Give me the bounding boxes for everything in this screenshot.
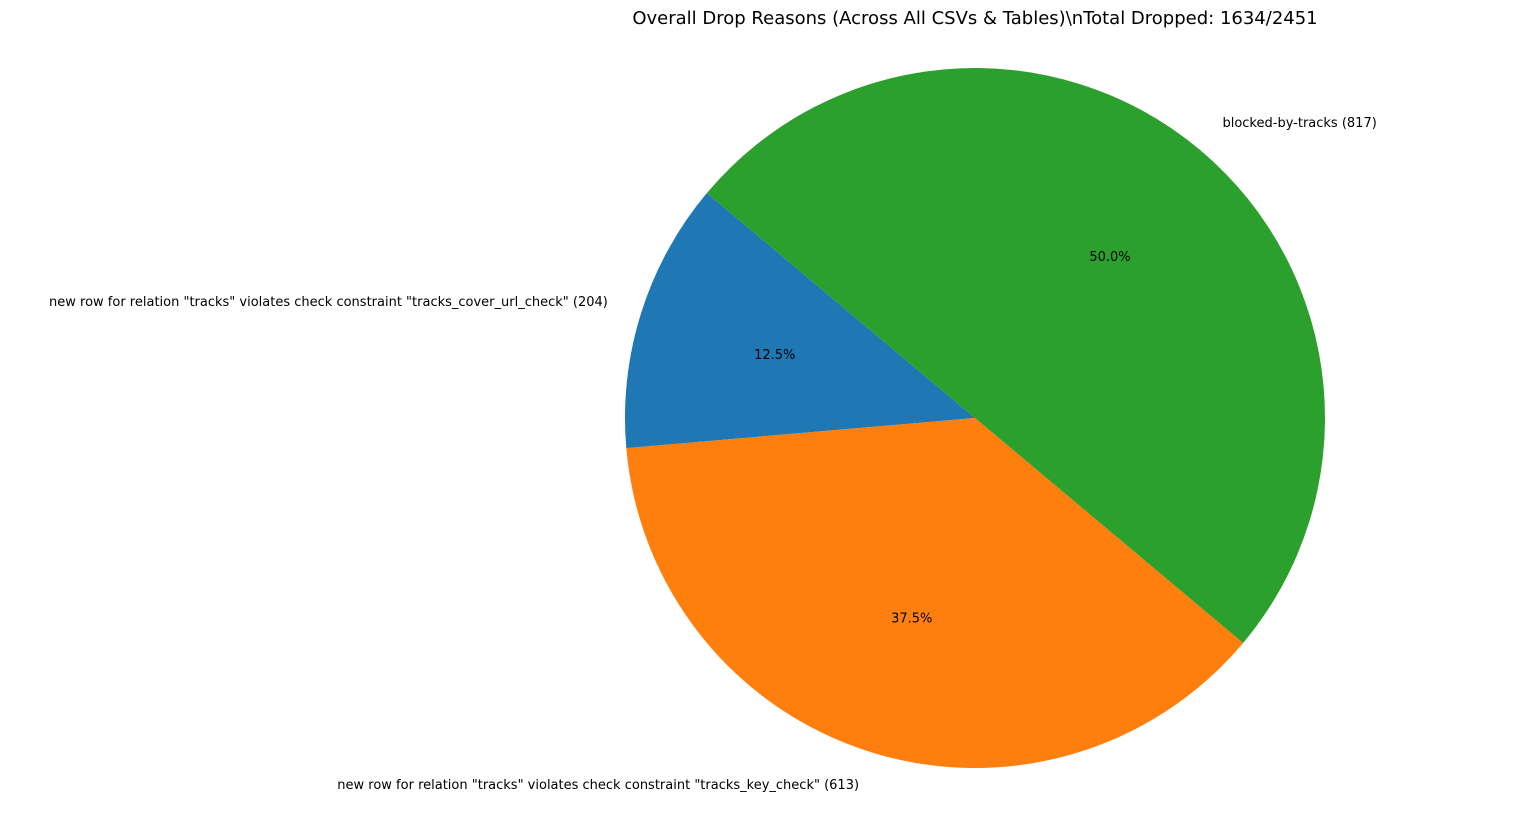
percent-label-2: 50.0% bbox=[1089, 250, 1130, 265]
slice-label-0: new row for relation "tracks" violates c… bbox=[49, 295, 608, 310]
slice-label-2: blocked-by-tracks (817) bbox=[1222, 116, 1376, 131]
pie-slices bbox=[625, 67, 1325, 769]
percent-labels: 12.5% 37.5% 50.0% bbox=[754, 250, 1131, 626]
pie-slice-1 bbox=[626, 418, 1244, 769]
chart-title: Overall Drop Reasons (Across All CSVs & … bbox=[632, 8, 1317, 29]
slice-label-1: new row for relation "tracks" violates c… bbox=[337, 778, 859, 793]
pie-slice-0 bbox=[625, 193, 975, 449]
pie-slice-2 bbox=[706, 67, 1325, 643]
percent-label-1: 37.5% bbox=[891, 611, 932, 626]
percent-label-0: 12.5% bbox=[754, 348, 795, 363]
slice-labels: new row for relation "tracks" violates c… bbox=[49, 116, 1377, 793]
